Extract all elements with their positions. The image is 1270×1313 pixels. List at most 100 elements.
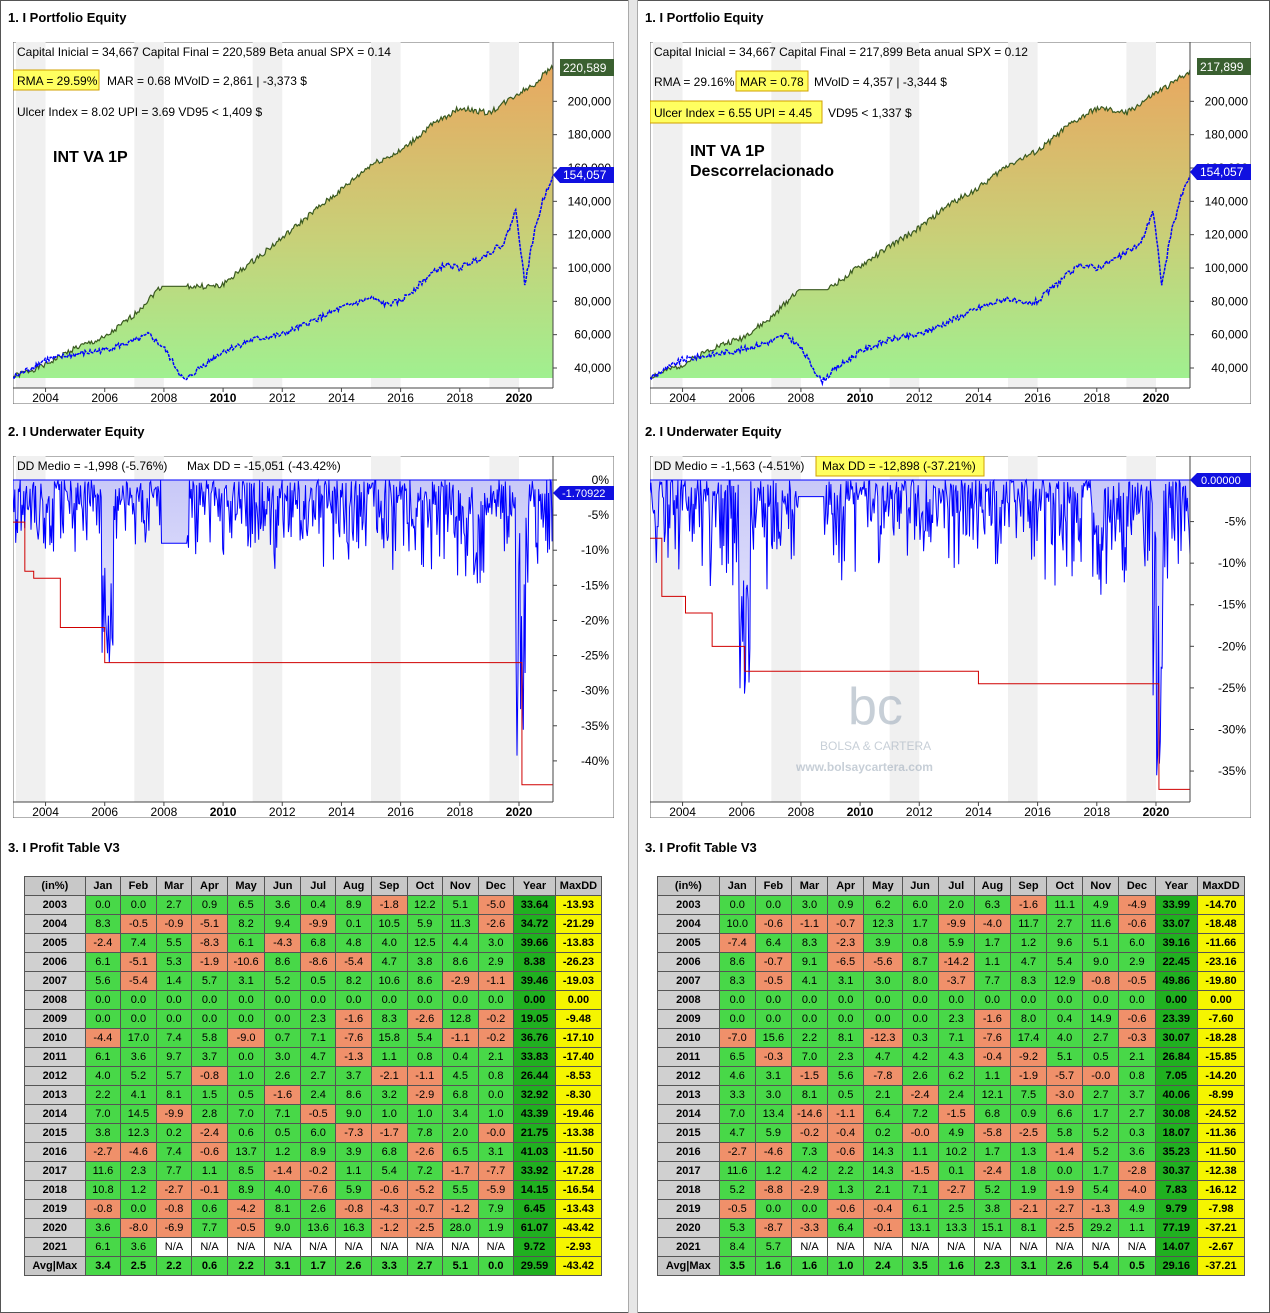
month-cell: N/A: [937, 1237, 975, 1257]
row-year: 2009: [24, 1009, 86, 1029]
y-tick-label: 120,000: [568, 228, 612, 242]
month-cell: -5.8: [973, 1123, 1011, 1143]
month-cell: 0.0: [406, 990, 444, 1010]
month-cell: -0.7: [754, 952, 792, 972]
y-tick-label: 40,000: [1211, 361, 1248, 375]
month-cell: 7.0: [84, 1104, 122, 1124]
table-row: 2003 0.0 0.0 3.0 0.9 6.2 6.0 2.0 6.3 -1.6 11.1 4.9-…: [657, 895, 1245, 915]
month-cell: 10.0: [718, 914, 756, 934]
month-cell: -0.0: [1082, 1066, 1120, 1086]
month-cell: 7.7: [191, 1218, 228, 1238]
max-dd-cell: -2.67: [1197, 1237, 1245, 1257]
x-tick-label: 2010: [847, 805, 874, 818]
x-tick-label: 2020: [506, 805, 533, 818]
month-cell: -1.1: [827, 1104, 865, 1124]
month-cell: 4.7: [1009, 952, 1048, 972]
panel-divider[interactable]: [628, 0, 638, 1313]
month-cell: -2.4: [901, 1085, 939, 1105]
profit-table: (in%) Jan Feb Mar Apr May Jun Jul Aug Sep Oct Nov De…: [24, 876, 603, 1276]
x-tick-label: 2016: [1024, 805, 1051, 818]
month-cell: 29.2: [1082, 1218, 1120, 1238]
x-tick-label: 2008: [788, 805, 815, 818]
month-cell: 3.4: [84, 1256, 122, 1276]
stats-line-2: MAR = 0.68 MVolD = 2,861 | -3,373 $: [107, 74, 307, 88]
y-tick-label: 100,000: [1205, 261, 1249, 275]
y-tick-label: -25%: [1218, 681, 1246, 695]
max-dd-cell: -15.85: [1197, 1047, 1245, 1067]
month-cell: 1.2: [1009, 933, 1048, 953]
month-cell: -2.4: [191, 1123, 228, 1143]
month-cell: 3.1: [754, 1066, 792, 1086]
year-total: 26.84: [1154, 1047, 1199, 1067]
y-tick-label: -30%: [1218, 722, 1246, 736]
watermark: bc BOLSA & CARTERA www.bolsaycartera.com: [795, 678, 933, 774]
month-cell: 0.0: [827, 990, 865, 1010]
month-cell: 0.0: [901, 1009, 939, 1029]
table-row: Avg|Max 3.5 1.6 1.6 1.0 2.4 3.5 1.6 2.3 3.1 2.6 5.4…: [657, 1256, 1245, 1276]
month-cell: 8.6: [264, 952, 301, 972]
row-year: 2010: [657, 1028, 720, 1048]
year-total: 9.79: [1154, 1199, 1199, 1219]
month-cell: -2.7: [155, 1180, 193, 1200]
column-header: Year: [1154, 876, 1199, 896]
row-year: Avg|Max: [657, 1256, 720, 1276]
month-cell: 1.1: [973, 952, 1011, 972]
month-cell: 0.0: [477, 990, 515, 1010]
month-cell: 13.3: [937, 1218, 975, 1238]
month-cell: 6.6: [1046, 1104, 1084, 1124]
rma-stat: RMA = 29.16%: [654, 75, 735, 89]
month-cell: 3.8: [406, 952, 444, 972]
month-cell: 3.6: [84, 1218, 122, 1238]
month-cell: -5.9: [477, 1180, 515, 1200]
x-tick-label: 2008: [151, 391, 178, 404]
max-drawdown-line: [13, 521, 553, 786]
year-total: 33.64: [513, 895, 556, 915]
month-cell: 8.1: [155, 1085, 193, 1105]
month-cell: 5.2: [1082, 1123, 1120, 1143]
month-cell: 3.1: [226, 971, 266, 991]
month-cell: 0.4: [299, 895, 337, 915]
max-dd-cell: -19.03: [554, 971, 603, 991]
month-cell: -3.3: [790, 1218, 829, 1238]
drawdown-area: [13, 478, 554, 756]
month-cell: -4.3: [264, 933, 301, 953]
month-cell: 1.1: [191, 1161, 228, 1181]
month-cell: -1.7: [370, 1123, 408, 1143]
month-cell: 0.0: [299, 990, 337, 1010]
month-cell: 4.0: [264, 1180, 301, 1200]
month-cell: -4.3: [370, 1199, 408, 1219]
year-total: 9.72: [513, 1237, 556, 1257]
month-cell: 3.0: [790, 895, 829, 915]
month-cell: -1.1: [406, 1066, 444, 1086]
drawdown-area: [650, 478, 1191, 776]
x-tick-label: 2012: [906, 391, 933, 404]
month-cell: 4.0: [1046, 1028, 1084, 1048]
month-cell: 7.8: [406, 1123, 444, 1143]
month-cell: 1.6: [754, 1256, 792, 1276]
month-cell: 2.4: [299, 1085, 337, 1105]
month-cell: -2.5: [406, 1218, 444, 1238]
month-cell: 0.3: [901, 1028, 939, 1048]
month-cell: -2.1: [370, 1066, 408, 1086]
table-row: 2017 11.6 2.3 7.7 1.1 8.5 -1.4 -0.2 1.1 5.4 7.2 -1.…: [24, 1161, 603, 1181]
month-cell: -2.7: [84, 1142, 122, 1162]
month-cell: 0.0: [191, 990, 228, 1010]
month-cell: 6.0: [1118, 933, 1156, 953]
stats-line-1: Capital Inicial = 34,667 Capital Final =…: [654, 45, 1028, 59]
row-year: Avg|Max: [24, 1256, 86, 1276]
month-cell: N/A: [406, 1237, 444, 1257]
month-cell: 6.5: [718, 1047, 756, 1067]
year-total: 33.83: [513, 1047, 556, 1067]
month-cell: 7.4: [155, 1142, 193, 1162]
table-row: 2015 4.7 5.9 -0.2 -0.4 0.2 -0.0 4.9 -5.8 -2.5 5.8 5…: [657, 1123, 1245, 1143]
row-year: 2004: [657, 914, 720, 934]
month-cell: 8.2: [335, 971, 372, 991]
month-cell: 3.5: [718, 1256, 756, 1276]
table-row: 2003 0.0 0.0 2.7 0.9 6.5 3.6 0.4 8.9 -1.8 12.2 5.1-…: [24, 895, 603, 915]
month-cell: 1.2: [754, 1161, 792, 1181]
column-header: Feb: [754, 876, 792, 896]
month-cell: 0.5: [827, 1085, 865, 1105]
column-header: May: [226, 876, 266, 896]
x-tick-label: 2020: [1143, 391, 1170, 404]
benchmark-line: [650, 175, 1191, 387]
